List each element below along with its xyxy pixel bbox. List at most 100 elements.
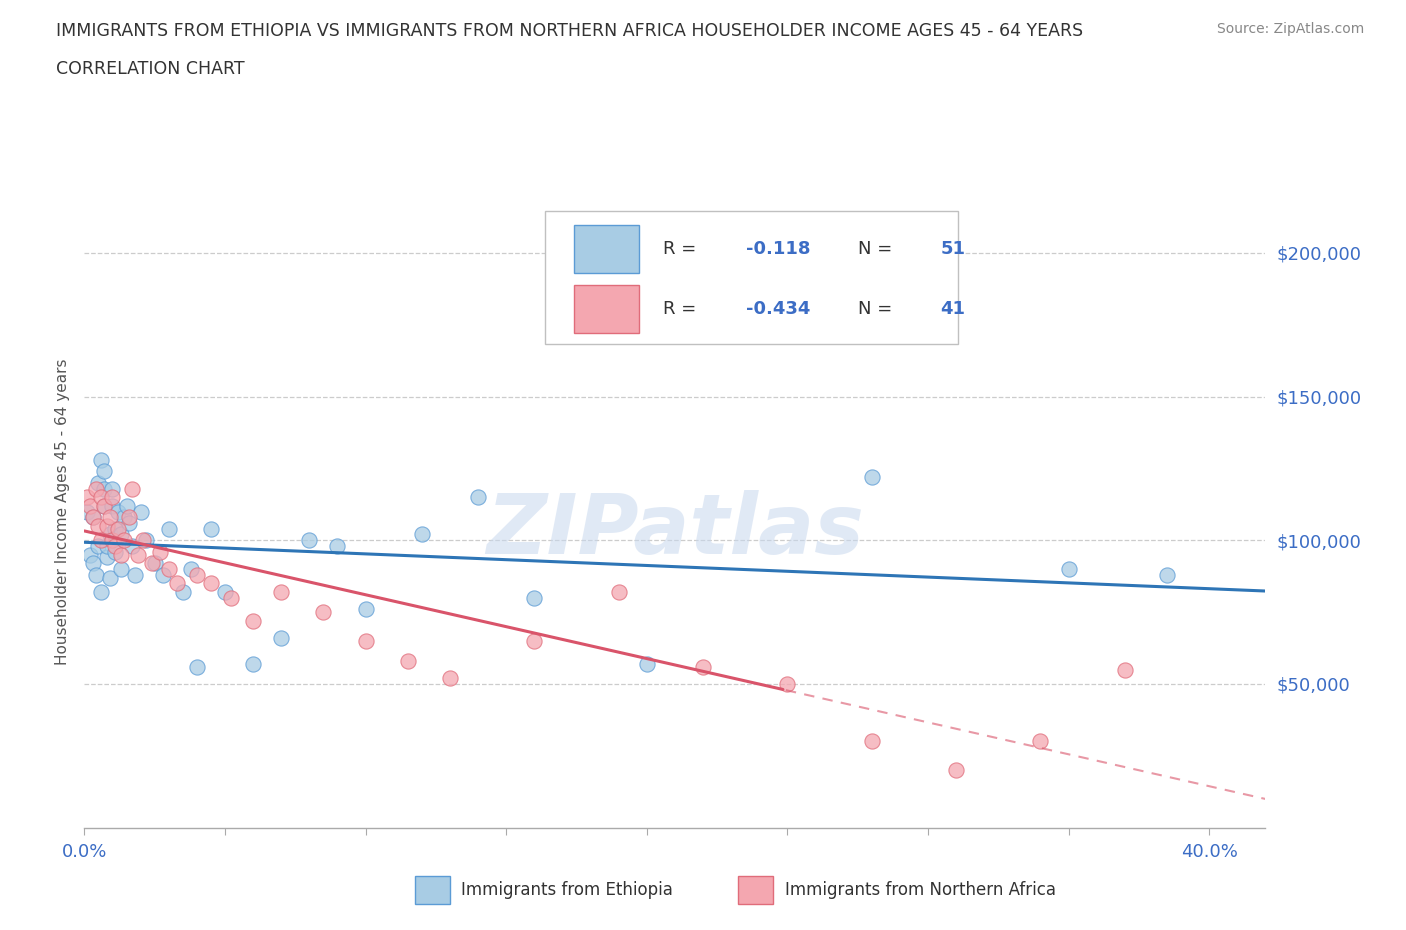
Point <box>135 533 157 548</box>
Point <box>101 533 124 548</box>
Point <box>214 585 236 600</box>
Point <box>270 631 292 645</box>
Point <box>101 498 124 513</box>
Point <box>98 570 121 585</box>
Point <box>90 452 112 467</box>
FancyBboxPatch shape <box>575 286 640 333</box>
Point <box>87 518 110 533</box>
Y-axis label: Householder Income Ages 45 - 64 years: Householder Income Ages 45 - 64 years <box>55 358 70 665</box>
Point <box>219 591 242 605</box>
Point <box>157 522 180 537</box>
Point <box>141 556 163 571</box>
Point <box>101 481 124 496</box>
Point <box>396 654 419 669</box>
Point <box>98 510 121 525</box>
Point <box>112 510 135 525</box>
Point <box>129 504 152 519</box>
Point <box>326 538 349 553</box>
Point <box>79 547 101 562</box>
Point <box>149 544 172 559</box>
Point <box>860 734 883 749</box>
Point <box>87 475 110 490</box>
Point <box>172 585 194 600</box>
FancyBboxPatch shape <box>575 225 640 272</box>
Point <box>692 659 714 674</box>
Point <box>186 659 208 674</box>
Point <box>636 657 658 671</box>
Point <box>312 604 335 619</box>
Point <box>110 562 132 577</box>
Point <box>104 538 127 553</box>
Point <box>96 538 118 553</box>
Point <box>180 562 202 577</box>
Point <box>104 522 127 537</box>
Text: Source: ZipAtlas.com: Source: ZipAtlas.com <box>1216 22 1364 36</box>
Point <box>127 547 149 562</box>
Text: ZIPatlas: ZIPatlas <box>486 490 863 571</box>
Point <box>93 498 115 513</box>
Point <box>1156 567 1178 582</box>
Text: N =: N = <box>858 240 898 258</box>
Point <box>1029 734 1052 749</box>
FancyBboxPatch shape <box>738 876 773 904</box>
Point <box>93 481 115 496</box>
Point <box>79 498 101 513</box>
Point <box>354 633 377 648</box>
Text: 51: 51 <box>941 240 966 258</box>
Point <box>200 522 222 537</box>
Point <box>121 481 143 496</box>
Text: CORRELATION CHART: CORRELATION CHART <box>56 60 245 78</box>
Point <box>112 533 135 548</box>
Point <box>166 576 188 591</box>
Text: R =: R = <box>664 240 702 258</box>
Text: Immigrants from Ethiopia: Immigrants from Ethiopia <box>461 881 673 899</box>
Point <box>121 538 143 553</box>
Point <box>96 550 118 565</box>
Point <box>101 490 124 505</box>
Point <box>107 504 129 519</box>
Text: IMMIGRANTS FROM ETHIOPIA VS IMMIGRANTS FROM NORTHERN AFRICA HOUSEHOLDER INCOME A: IMMIGRANTS FROM ETHIOPIA VS IMMIGRANTS F… <box>56 22 1084 40</box>
Point <box>76 490 98 505</box>
Point <box>118 515 141 530</box>
Point <box>242 613 264 628</box>
Point <box>84 481 107 496</box>
Point <box>110 547 132 562</box>
FancyBboxPatch shape <box>546 211 959 344</box>
Point <box>945 763 967 777</box>
Point <box>439 671 461 685</box>
Point <box>87 538 110 553</box>
Point <box>93 464 115 479</box>
Point <box>82 510 104 525</box>
Point <box>93 498 115 513</box>
Point <box>132 533 155 548</box>
Point <box>110 527 132 542</box>
Point <box>607 585 630 600</box>
Point <box>98 527 121 542</box>
Point <box>523 591 546 605</box>
Text: N =: N = <box>858 300 898 318</box>
Point <box>124 567 146 582</box>
Point <box>1114 662 1136 677</box>
Point <box>467 490 489 505</box>
Point <box>76 504 98 519</box>
Point <box>90 585 112 600</box>
Point <box>298 533 321 548</box>
Point <box>90 490 112 505</box>
Text: -0.118: -0.118 <box>745 240 810 258</box>
Point <box>776 676 799 691</box>
FancyBboxPatch shape <box>415 876 450 904</box>
Point <box>82 510 104 525</box>
Point <box>107 522 129 537</box>
Point <box>82 556 104 571</box>
Point <box>270 585 292 600</box>
Point <box>411 527 433 542</box>
Point <box>90 533 112 548</box>
Point <box>84 567 107 582</box>
Point <box>152 567 174 582</box>
Point <box>115 498 138 513</box>
Point <box>354 602 377 617</box>
Point <box>96 518 118 533</box>
Point <box>1057 562 1080 577</box>
Point <box>523 633 546 648</box>
Point <box>860 470 883 485</box>
